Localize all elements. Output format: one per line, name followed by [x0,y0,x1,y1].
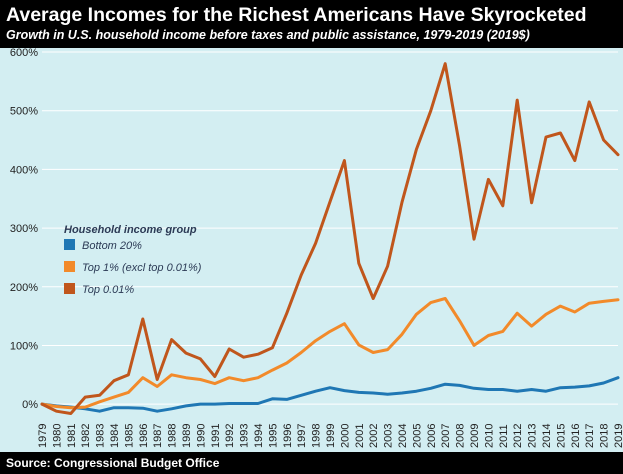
x-tick-label: 2015 [555,424,567,448]
x-tick-label: 2013 [527,424,539,448]
x-tick-label: 1982 [80,424,92,448]
x-tick-label: 1983 [95,424,107,448]
x-tick-label: 2010 [483,424,495,448]
legend-item-label: Top 1% (excl top 0.01%) [82,262,202,274]
chart-subtitle: Growth in U.S. household income before t… [6,28,530,42]
x-tick-label: 2009 [469,424,481,448]
x-tick-label: 1997 [296,424,308,448]
line-chart: 0%100%200%300%400%500%600%1979 1980 1981 19… [10,48,623,448]
y-tick-label: 600% [10,48,38,59]
x-tick-label: 2005 [411,424,423,448]
x-tick-label: 2000 [339,424,351,448]
x-tick-label: 2007 [440,424,452,448]
x-tick-label: 1979 [37,424,49,448]
x-tick-label: 2002 [368,424,380,448]
header: Average Incomes for the Richest American… [0,0,623,48]
x-tick-label: 2012 [512,424,524,448]
x-tick-label: 1993 [239,424,251,448]
series-line [40,376,620,413]
legend-swatch [64,239,75,250]
x-tick-label: 2006 [426,424,438,448]
source-note: Source: Congressional Budget Office [6,456,220,470]
x-tick-label: 2014 [541,424,553,448]
x-tick-label: 1991 [210,424,222,448]
x-tick-label: 2018 [599,424,611,448]
x-tick-label: 1980 [51,424,63,448]
x-tick-label: 2016 [570,424,582,448]
y-tick-label: 100% [10,340,38,352]
x-tick-label: 1985 [123,424,135,448]
x-tick-label: 2019 [613,424,623,448]
x-tick-label: 2008 [455,424,467,448]
x-tick-label: 2011 [498,424,510,448]
x-tick-label: 1984 [109,424,121,448]
x-tick-label: 1988 [167,424,179,448]
x-tick-label: 1996 [282,424,294,448]
series-line [40,62,620,415]
x-tick-label: 2004 [397,424,409,448]
y-tick-label: 200% [10,282,38,294]
x-tick-label: 1989 [181,424,193,448]
x-tick-label: 2017 [584,424,596,448]
legend-swatch [64,283,75,294]
chart-title: Average Incomes for the Richest American… [6,4,587,26]
x-tick-label: 1990 [195,424,207,448]
legend-title: Household income group [64,224,197,236]
y-tick-label: 0% [22,399,38,411]
legend-item-label: Top 0.01% [82,284,134,296]
footer: Source: Congressional Budget Office [0,452,623,474]
plot-area: 0% 100% 200% 300% 400% 500% 600% 1979 1980 1981 19… [0,48,623,452]
x-tick-label: 2003 [383,424,395,448]
x-tick-label: 1999 [325,424,337,448]
x-tick-label: 1995 [267,424,279,448]
series-line [40,297,620,410]
x-tick-label: 1992 [224,424,236,448]
y-tick-label: 400% [10,164,38,176]
y-tick-label: 500% [10,106,38,118]
x-tick-label: 1998 [311,424,323,448]
x-tick-label: 2001 [354,424,366,448]
x-tick-label: 1986 [138,424,150,448]
x-tick-label: 1994 [253,424,265,448]
y-tick-label: 300% [10,223,38,235]
x-tick-label: 1981 [66,424,78,448]
x-tick-label: 1987 [152,424,164,448]
legend-item-label: Bottom 20% [82,240,142,252]
legend-swatch [64,261,75,272]
